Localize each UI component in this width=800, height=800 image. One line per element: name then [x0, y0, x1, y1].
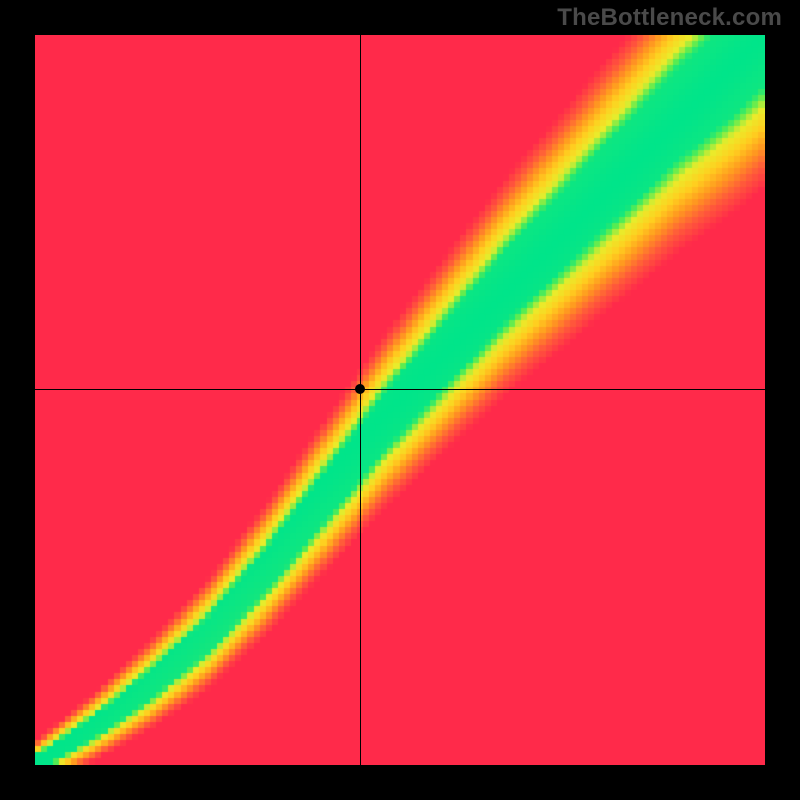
plot-area	[35, 35, 765, 765]
heatmap-canvas	[35, 35, 765, 765]
crosshair-horizontal	[35, 389, 765, 390]
watermark-text: TheBottleneck.com	[557, 4, 782, 32]
target-dot	[355, 384, 365, 394]
crosshair-vertical	[360, 35, 361, 765]
chart-container: TheBottleneck.com	[0, 0, 800, 800]
